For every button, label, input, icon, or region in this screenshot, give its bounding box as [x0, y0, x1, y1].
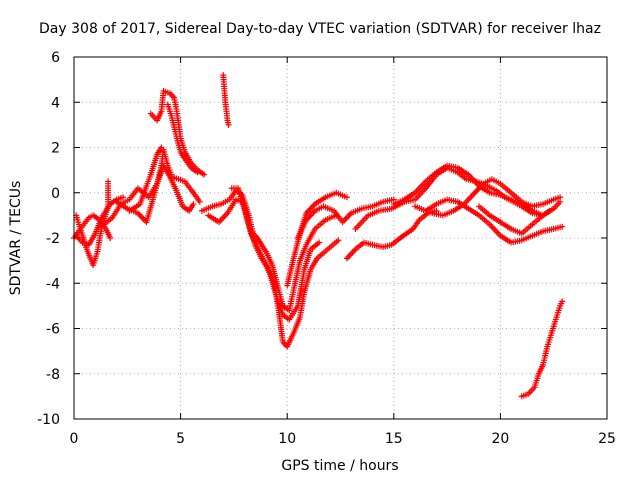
x-tick-label: 0 — [70, 431, 79, 447]
data-point — [120, 194, 127, 201]
data-point — [557, 198, 564, 205]
data-point — [559, 298, 566, 305]
y-axis-label: SDTVAR / TECUs — [8, 181, 24, 296]
series-track-6 — [126, 144, 165, 214]
y-tick-label: -10 — [37, 412, 60, 428]
series-track-7 — [147, 87, 208, 178]
y-tick-label: 0 — [51, 186, 60, 202]
series-track-20 — [476, 198, 564, 237]
series-track-19 — [429, 176, 564, 219]
y-tick-label: 2 — [51, 141, 60, 157]
data-point — [343, 194, 350, 201]
y-tick-label: -2 — [46, 231, 60, 247]
chart-title: Day 308 of 2017, Sidereal Day-to-day VTE… — [39, 21, 601, 37]
series-track-12 — [228, 185, 323, 323]
y-tick-label: -8 — [46, 367, 60, 383]
y-tick-label: 6 — [51, 50, 60, 66]
data-point — [105, 178, 112, 185]
series-track-8 — [164, 101, 201, 176]
data-point — [107, 235, 114, 241]
series-track-14 — [294, 196, 397, 241]
plot-frame — [73, 56, 608, 420]
x-axis-label: GPS time / hours — [281, 458, 398, 474]
data-point — [158, 144, 165, 151]
data-point — [225, 121, 232, 128]
x-tick-label: 5 — [176, 431, 185, 447]
y-tick-label: 4 — [51, 95, 60, 111]
y-tick-label: -4 — [46, 276, 60, 292]
y-tick-label: -6 — [46, 322, 60, 338]
data-point — [194, 169, 201, 176]
x-tick-label: 15 — [385, 431, 403, 447]
series-track-5 — [113, 146, 203, 226]
data-point — [196, 198, 203, 205]
x-tick-label: 25 — [598, 431, 616, 447]
data-point — [316, 239, 323, 246]
ticks-layer: 0 5 10 15 20 25 -10 -8 -6 -4 -2 0 2 4 6 — [37, 50, 616, 447]
x-tick-label: 20 — [491, 431, 509, 447]
data-point — [335, 237, 342, 244]
data-point — [201, 171, 208, 178]
data-point — [559, 223, 566, 230]
points-layer — [71, 72, 566, 400]
series-track-9 — [220, 72, 232, 128]
series-track-21 — [518, 298, 566, 400]
data-point — [190, 201, 197, 208]
x-tick-label: 10 — [278, 431, 296, 447]
series-track-15 — [343, 207, 440, 262]
series-track-18 — [412, 196, 566, 246]
